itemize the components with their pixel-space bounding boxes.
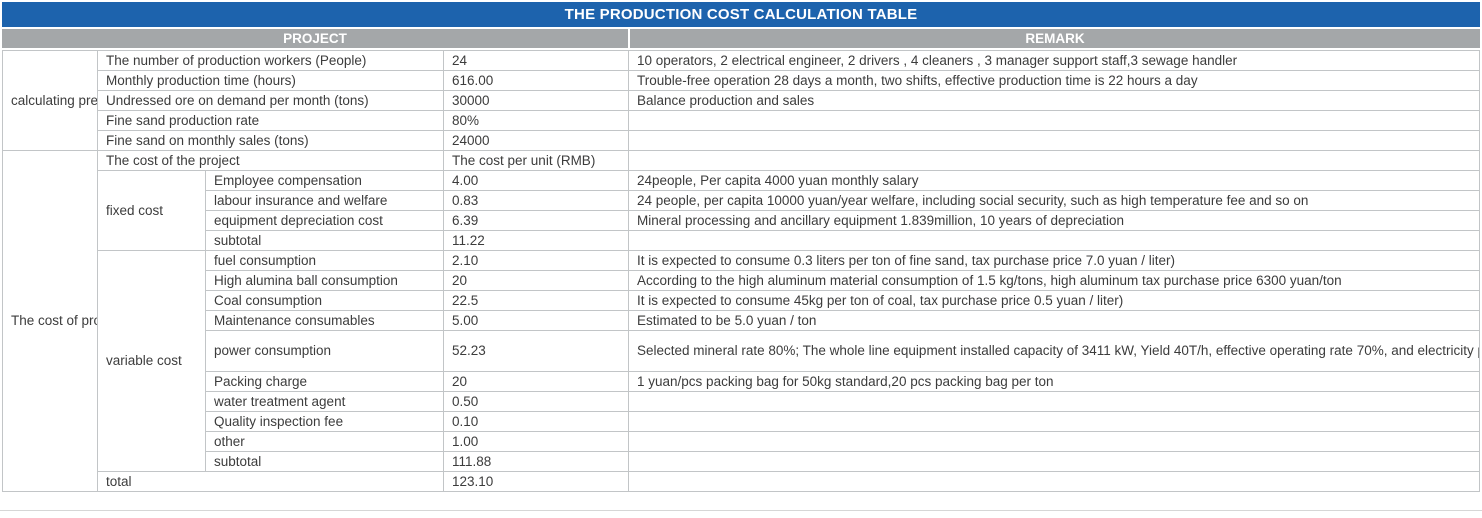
row-label: Undressed ore on demand per month (tons)	[96, 90, 445, 111]
row-label: Fine sand production rate	[96, 110, 445, 131]
row-value: 2.10	[443, 250, 630, 271]
row-remark	[628, 451, 1480, 472]
table-row: subtotal 11.22	[3, 230, 1480, 251]
row-value: 5.00	[443, 310, 630, 331]
row-value: 0.10	[443, 411, 630, 432]
column-header-remark: REMARK	[630, 29, 1480, 48]
bottom-divider	[0, 510, 1482, 511]
row-label: fuel consumption	[204, 250, 445, 271]
column-header-row: PROJECT REMARK	[2, 29, 1480, 48]
row-value: 4.00	[443, 170, 630, 191]
table-row: labour insurance and welfare 0.83 24 peo…	[3, 190, 1480, 211]
row-value: 20	[443, 270, 630, 291]
table-row: Coal consumption 22.5 It is expected to …	[3, 290, 1480, 311]
row-remark	[628, 150, 1480, 171]
row-remark	[628, 110, 1480, 131]
cost-table: calculating premise The number of produc…	[2, 50, 1480, 492]
row-label: Monthly production time (hours)	[96, 70, 445, 91]
column-header-project: PROJECT	[2, 29, 628, 48]
row-label: labour insurance and welfare	[204, 190, 445, 211]
row-value: The cost per unit (RMB)	[443, 150, 630, 171]
table-row: power consumption 52.23 Selected mineral…	[3, 330, 1480, 372]
table-row: Monthly production time (hours) 616.00 T…	[3, 70, 1480, 91]
row-remark: Estimated to be 5.0 yuan / ton	[628, 310, 1480, 331]
row-label: Employee compensation	[204, 170, 445, 191]
row-remark: It is expected to consume 0.3 liters per…	[628, 250, 1480, 271]
row-remark: Balance production and sales	[628, 90, 1480, 111]
row-remark	[628, 391, 1480, 412]
row-label: subtotal	[204, 451, 445, 472]
row-value: 1.00	[443, 431, 630, 452]
table-row: Packing charge 20 1 yuan/pcs packing bag…	[3, 371, 1480, 392]
row-value: 616.00	[443, 70, 630, 91]
table-row: Fine sand on monthly sales (tons) 24000	[3, 130, 1480, 151]
row-remark: Mineral processing and ancillary equipme…	[628, 210, 1480, 231]
row-label: subtotal	[204, 230, 445, 251]
table-row: Fine sand production rate 80%	[3, 110, 1480, 131]
table-row: variable cost fuel consumption 2.10 It i…	[3, 250, 1480, 472]
table-row: The cost of production The cost of the p…	[2, 150, 1480, 492]
row-label: Quality inspection fee	[204, 411, 445, 432]
table-row: subtotal 111.88	[3, 451, 1480, 472]
subgroup-label-fixed-cost: fixed cost	[97, 170, 206, 251]
table-title: THE PRODUCTION COST CALCULATION TABLE	[2, 2, 1480, 27]
row-remark	[628, 431, 1480, 452]
row-remark	[628, 230, 1480, 251]
row-value: 6.39	[443, 210, 630, 231]
table-row: water treatment agent 0.50	[3, 391, 1480, 412]
row-value: 0.50	[443, 391, 630, 412]
row-label: equipment depreciation cost	[204, 210, 445, 231]
row-value: 52.23	[443, 330, 630, 372]
row-label: Maintenance consumables	[204, 310, 445, 331]
row-remark	[628, 471, 1480, 492]
row-remark: Trouble-free operation 28 days a month, …	[628, 70, 1480, 91]
table-row: equipment depreciation cost 6.39 Mineral…	[3, 210, 1480, 231]
row-value: 20	[443, 371, 630, 392]
row-value: 0.83	[443, 190, 630, 211]
group-label-cost-of-production: The cost of production	[2, 150, 98, 492]
row-remark: 10 operators, 2 electrical engineer, 2 d…	[628, 50, 1480, 71]
row-label: The number of production workers (People…	[96, 50, 445, 71]
row-remark: 24 people, per capita 10000 yuan/year we…	[628, 190, 1480, 211]
row-value: 111.88	[443, 451, 630, 472]
row-remark	[628, 411, 1480, 432]
row-remark: 24people, Per capita 4000 yuan monthly s…	[628, 170, 1480, 191]
subgroup-label-variable-cost: variable cost	[97, 250, 206, 472]
row-remark: 1 yuan/pcs packing bag for 50kg standard…	[628, 371, 1480, 392]
table-row: Quality inspection fee 0.10	[3, 411, 1480, 432]
row-label: power consumption	[204, 330, 445, 372]
table-row: Undressed ore on demand per month (tons)…	[3, 90, 1480, 111]
row-remark: Selected mineral rate 80%; The whole lin…	[628, 330, 1480, 372]
table-row: total 123.10	[3, 471, 1480, 492]
row-value: 80%	[443, 110, 630, 131]
row-value: 24	[443, 50, 630, 71]
row-value: 24000	[443, 130, 630, 151]
row-value: 11.22	[443, 230, 630, 251]
table-row: fixed cost Employee compensation 4.00 24…	[3, 170, 1480, 251]
row-label: High alumina ball consumption	[204, 270, 445, 291]
row-remark: According to the high aluminum material …	[628, 270, 1480, 291]
row-label: Fine sand on monthly sales (tons)	[96, 130, 445, 151]
row-label-total: total	[96, 471, 445, 492]
row-value: 30000	[443, 90, 630, 111]
row-value-total: 123.10	[443, 471, 630, 492]
row-remark: It is expected to consume 45kg per ton o…	[628, 290, 1480, 311]
row-value: 22.5	[443, 290, 630, 311]
table-row: Maintenance consumables 5.00 Estimated t…	[3, 310, 1480, 331]
row-remark	[628, 130, 1480, 151]
row-label: The cost of the project	[96, 150, 445, 171]
table-row: High alumina ball consumption 20 Accordi…	[3, 270, 1480, 291]
table-row: other 1.00	[3, 431, 1480, 452]
row-label: Coal consumption	[204, 290, 445, 311]
row-label: water treatment agent	[204, 391, 445, 412]
group-label-calculating-premise: calculating premise	[2, 50, 98, 151]
table-row: calculating premise The number of produc…	[2, 50, 1480, 151]
row-label: other	[204, 431, 445, 452]
row-label: Packing charge	[204, 371, 445, 392]
